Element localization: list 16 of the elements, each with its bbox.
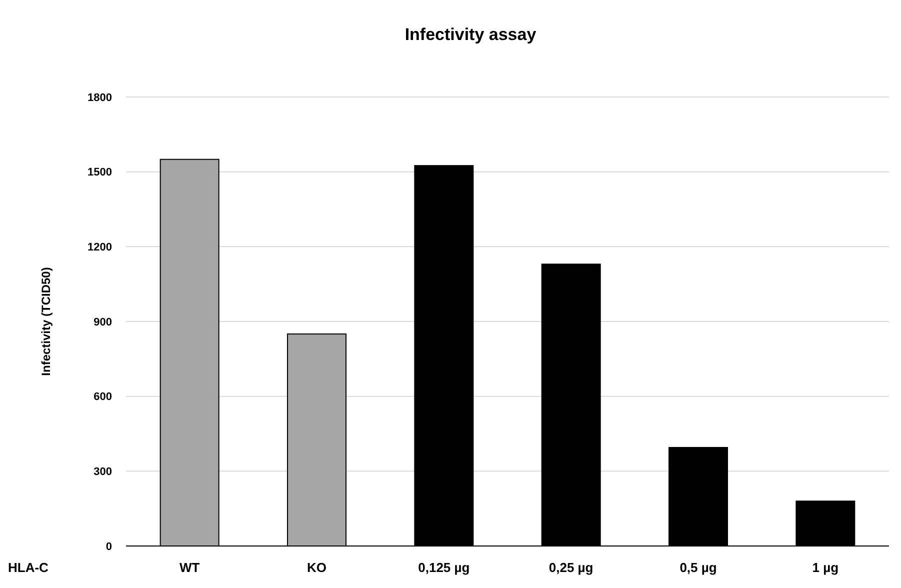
chart-title: Infectivity assay: [404, 25, 537, 44]
y-tick-label: 1500: [88, 166, 112, 179]
y-tick-label: 1200: [88, 242, 112, 254]
x-tick-label: 0,125 µg: [418, 560, 470, 575]
x-axis-title: HLA-C: [8, 560, 50, 575]
x-tick-label: WT: [179, 560, 200, 575]
y-tick-label: 0: [106, 540, 112, 553]
x-tick-label: 0,5 µg: [680, 560, 717, 575]
x-tick-label: 0,25 µg: [548, 560, 594, 575]
y-tick-label: 300: [94, 466, 112, 478]
y-tick-label: 1800: [88, 92, 112, 104]
x-tick-label: KO: [307, 560, 326, 575]
x-tick-label: 1 µg: [812, 560, 839, 575]
y-tick-label: 600: [94, 391, 112, 404]
y-axis-title: Infectivity (TCID50): [39, 267, 53, 376]
y-tick-label: 900: [94, 316, 112, 328]
